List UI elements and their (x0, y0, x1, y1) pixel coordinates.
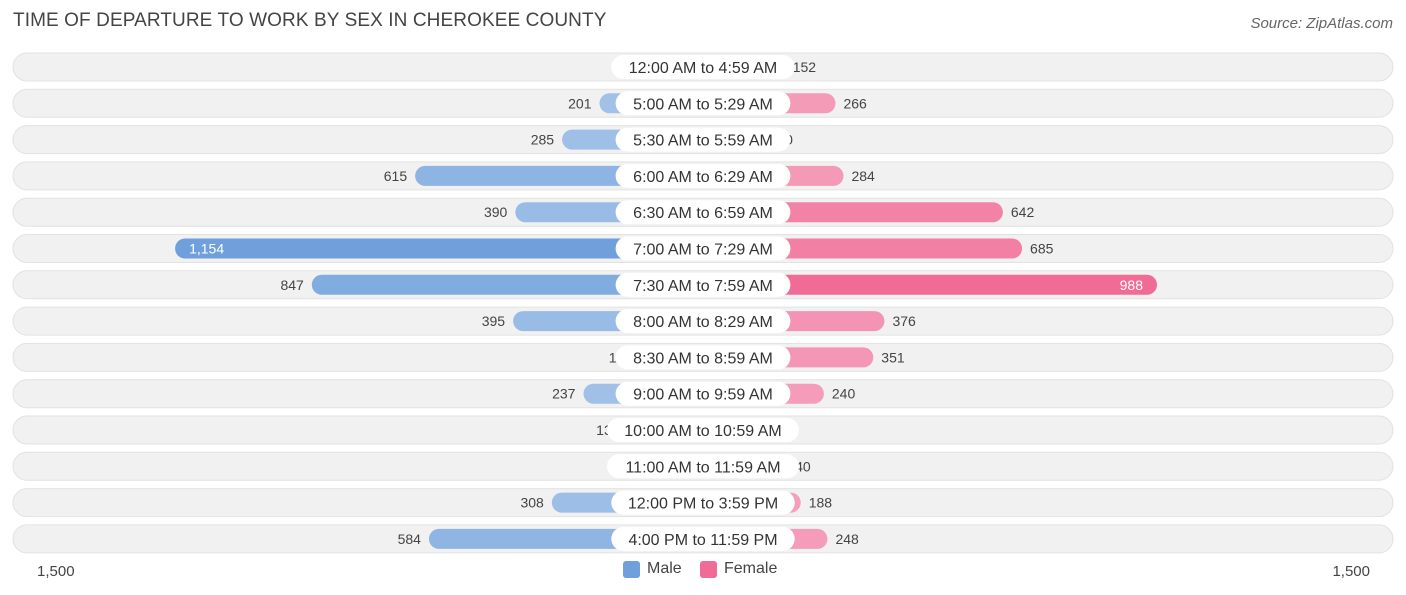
category-label-pill (615, 91, 791, 116)
category-label-pill (615, 127, 791, 152)
male-value-label: 201 (568, 95, 592, 111)
chart-row: 9115212:00 AM to 4:59 AM (12, 52, 1394, 82)
category-label-pill (615, 345, 791, 370)
category-label: 8:30 AM to 8:59 AM (633, 350, 773, 367)
source-label: Source: ZipAtlas.com (1250, 15, 1393, 32)
axis-left-label: 1,500 (37, 563, 75, 580)
category-label-pill (611, 526, 795, 551)
male-value-label: 847 (280, 277, 304, 293)
male-value-label: 237 (552, 386, 576, 402)
chart-row: 847 988 7:30 AM to 7:59 AM (12, 270, 1394, 300)
female-bar (703, 274, 1157, 295)
legend-swatch-male (623, 560, 640, 578)
category-label: 12:00 PM to 3:59 PM (628, 496, 778, 513)
category-label: 6:00 AM to 6:29 AM (633, 169, 773, 186)
chart-row: 1,154 685 7:00 AM to 7:29 AM (12, 234, 1394, 263)
axis-right-label: 1,500 (1332, 563, 1370, 580)
female-value-label: 642 (1011, 204, 1035, 220)
category-label-pill (615, 272, 791, 297)
female-value-label: 284 (851, 168, 875, 184)
male-value-label: 1,154 (189, 241, 224, 257)
chart-row: 2851005:30 AM to 5:59 AM (12, 125, 1394, 155)
category-label: 11:00 AM to 11:59 AM (625, 459, 780, 476)
female-value-label: 266 (843, 95, 867, 111)
category-label-pill (615, 309, 791, 334)
female-value-label: 351 (881, 349, 905, 365)
category-label: 7:30 AM to 7:59 AM (633, 278, 773, 295)
category-label-pill (615, 381, 791, 406)
category-label: 12:00 AM to 4:59 AM (629, 60, 778, 77)
category-label: 4:00 PM to 11:59 PM (628, 532, 777, 549)
male-value-label: 390 (484, 204, 508, 220)
category-label: 9:00 AM to 9:59 AM (633, 387, 773, 404)
female-value-label: 376 (892, 313, 916, 329)
legend: Male Female (0, 560, 1406, 582)
category-label: 6:30 AM to 6:59 AM (633, 205, 773, 222)
chart-row: 1123518:30 AM to 8:59 AM (12, 342, 1394, 372)
female-value-label: 240 (832, 386, 856, 402)
male-value-label: 584 (398, 531, 422, 547)
category-label: 10:00 AM to 10:59 AM (624, 423, 781, 440)
category-label-pill (611, 490, 795, 515)
male-bar (175, 238, 703, 259)
chart-row: 414011:00 AM to 11:59 AM (12, 451, 1394, 481)
category-label-pill (615, 200, 791, 225)
legend-label-male: Male (647, 560, 682, 577)
chart-row: 237 240 9:00 AM to 9:59 AM (12, 379, 1394, 409)
category-label-pill (607, 454, 799, 479)
male-value-label: 615 (384, 168, 408, 184)
female-value-label: 248 (835, 531, 859, 547)
chart-title: TIME OF DEPARTURE TO WORK BY SEX IN CHER… (13, 10, 607, 31)
category-label: 5:00 AM to 5:29 AM (633, 96, 773, 113)
legend-item-male: Male (623, 560, 682, 578)
chart-row: 615 284 6:00 AM to 6:29 AM (12, 161, 1394, 191)
category-label: 5:30 AM to 5:59 AM (633, 133, 773, 150)
category-label: 7:00 AM to 7:29 AM (633, 242, 773, 259)
chart-row: 390 642 6:30 AM to 6:59 AM (12, 197, 1394, 227)
male-value-label: 395 (482, 313, 506, 329)
female-value-label: 188 (809, 495, 833, 511)
category-label-pill (607, 418, 799, 442)
chart-row: 1388710:00 AM to 10:59 AM (12, 415, 1394, 445)
chart-row: 584 248 4:00 PM to 11:59 PM (12, 524, 1394, 554)
male-value-label: 285 (531, 132, 555, 148)
legend-item-female: Female (700, 560, 777, 578)
male-bar (311, 274, 703, 295)
female-value-label: 988 (1120, 277, 1144, 293)
chart-row: 308 188 12:00 PM to 3:59 PM (12, 488, 1394, 518)
male-value-label: 308 (520, 495, 544, 511)
chart-row: 395 376 8:00 AM to 8:29 AM (12, 306, 1394, 336)
legend-swatch-female (700, 560, 717, 578)
legend-label-female: Female (724, 560, 778, 577)
female-value-label: 685 (1030, 241, 1054, 257)
female-value-label: 152 (793, 59, 817, 75)
category-label-pill (611, 55, 795, 79)
category-label-pill (615, 236, 791, 261)
category-label: 8:00 AM to 8:29 AM (633, 314, 773, 331)
category-label-pill (615, 163, 791, 188)
chart-row: 201 266 5:00 AM to 5:29 AM (12, 88, 1394, 118)
